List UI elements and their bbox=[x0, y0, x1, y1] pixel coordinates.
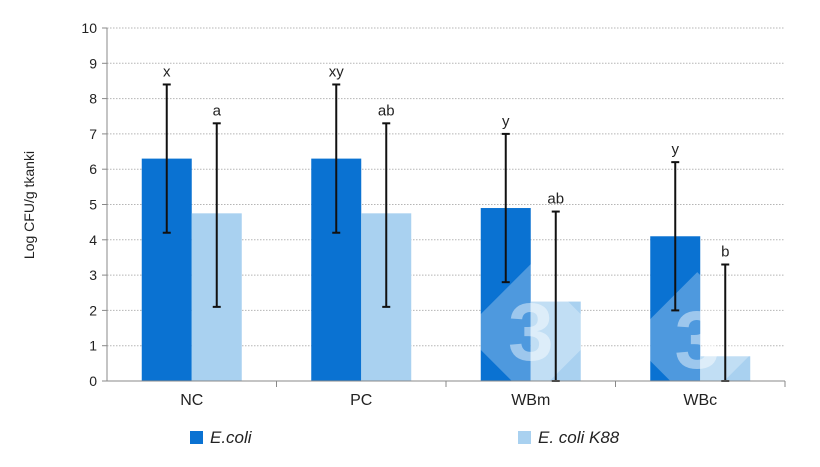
legend-swatch bbox=[190, 431, 203, 444]
y-tick-label: 2 bbox=[89, 302, 97, 318]
y-tick-label: 9 bbox=[89, 55, 97, 71]
error-bar bbox=[212, 122, 221, 308]
axes: 0 1 2 3 4 5 6 7 8 9 10 NC PC WBm WBc bbox=[81, 20, 786, 409]
legend-item: E. coli K88 bbox=[518, 428, 620, 447]
legend-label: E. coli K88 bbox=[538, 428, 620, 447]
watermark: 3 3 R Davin bbox=[244, 264, 766, 408]
y-tick-label: 8 bbox=[89, 91, 97, 107]
significance-label: y bbox=[502, 113, 510, 130]
y-tick-label: 5 bbox=[89, 197, 97, 213]
y-tick-label: 10 bbox=[81, 20, 97, 36]
y-tick-label: 0 bbox=[89, 373, 97, 389]
watermark-text: R Davin bbox=[244, 325, 304, 344]
watermark-logo: 3 bbox=[462, 264, 599, 400]
watermark-diamond bbox=[629, 272, 766, 408]
y-tick-label: 3 bbox=[89, 267, 97, 283]
watermark-logo: 3 bbox=[629, 272, 766, 408]
x-tick-label: WBm bbox=[511, 392, 550, 409]
significance-label: a bbox=[213, 102, 222, 119]
significance-label: b bbox=[721, 244, 729, 261]
x-tick-label: NC bbox=[180, 392, 203, 409]
significance-labels: x a xy ab y ab y b bbox=[163, 63, 729, 260]
significance-label: y bbox=[672, 141, 680, 158]
error-bars bbox=[162, 83, 730, 382]
watermark-glyph: 3 bbox=[674, 295, 720, 386]
x-tick-label: PC bbox=[350, 392, 372, 409]
legend-swatch bbox=[518, 431, 531, 444]
watermark-glyph: 3 bbox=[508, 287, 554, 378]
y-tick-label: 7 bbox=[89, 126, 97, 142]
significance-label: ab bbox=[378, 102, 395, 119]
error-bar bbox=[382, 122, 391, 308]
error-bar bbox=[332, 83, 341, 234]
x-tick-label: WBc bbox=[683, 392, 717, 409]
y-tick-label: 6 bbox=[89, 161, 97, 177]
significance-label: x bbox=[163, 63, 171, 80]
error-bar bbox=[671, 161, 680, 312]
y-axis-label: Log CFU/g tkanki bbox=[21, 151, 37, 259]
legend: E.coli E. coli K88 bbox=[190, 428, 620, 447]
significance-label: xy bbox=[329, 63, 345, 80]
legend-label: E.coli bbox=[210, 428, 253, 447]
significance-label: ab bbox=[547, 191, 564, 208]
y-tick-label: 4 bbox=[89, 232, 97, 248]
error-bar bbox=[501, 132, 510, 284]
watermark-diamond bbox=[462, 264, 599, 400]
y-tick-label: 1 bbox=[89, 338, 97, 354]
error-bar bbox=[162, 83, 171, 234]
legend-item: E.coli bbox=[190, 428, 253, 447]
